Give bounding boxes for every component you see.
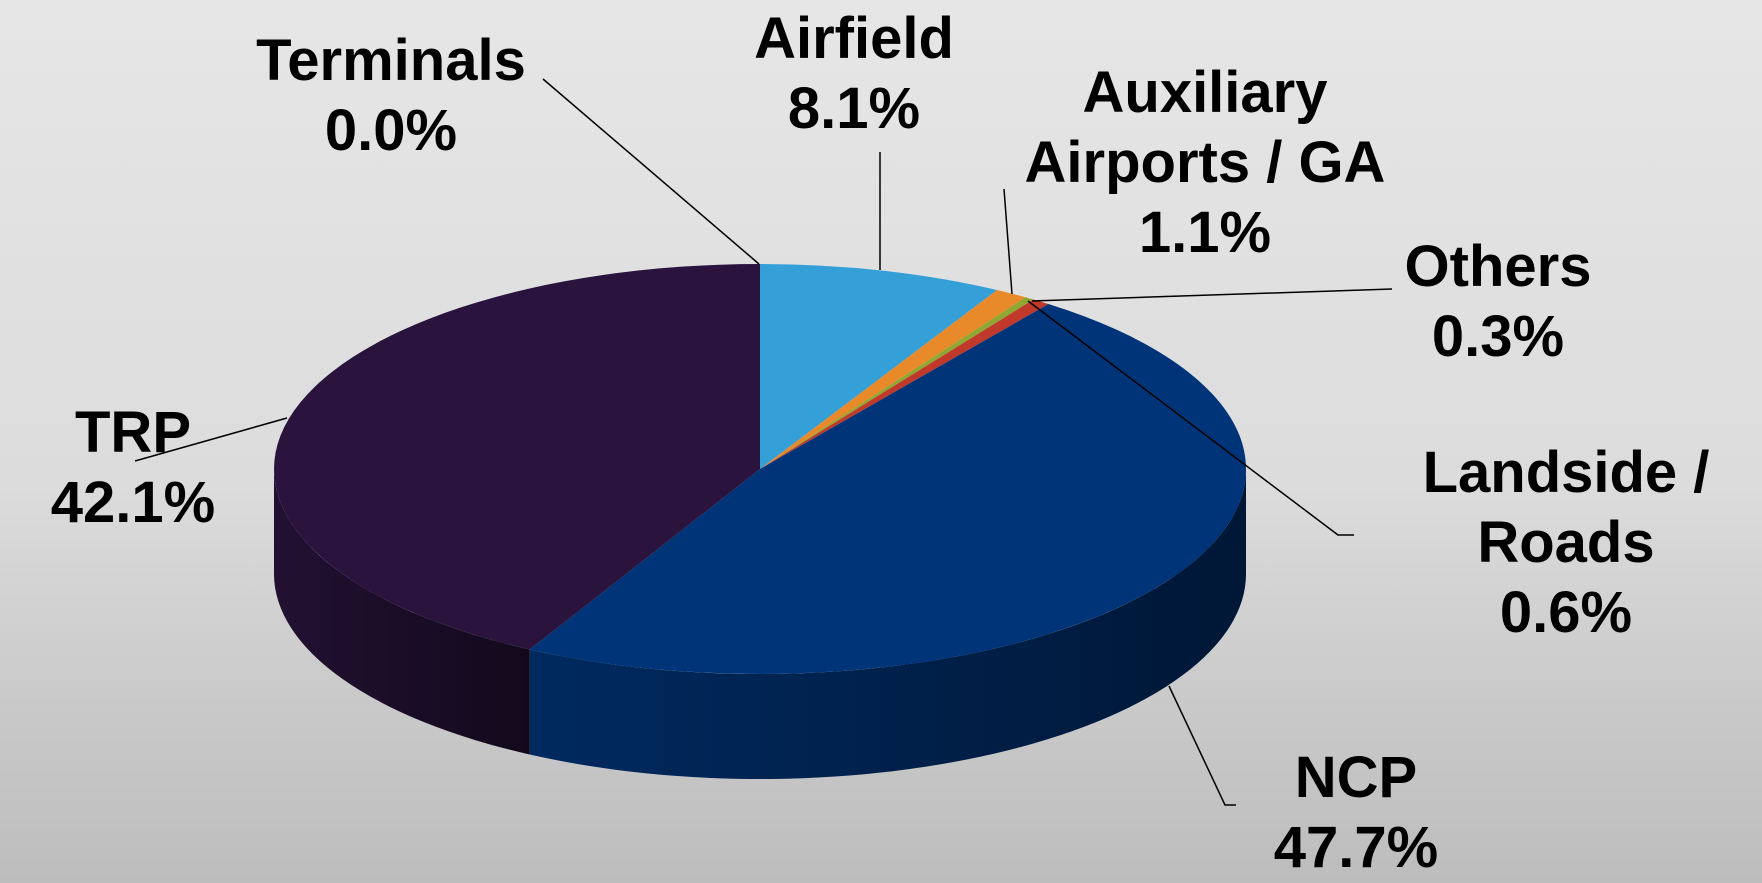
pie-slice bbox=[760, 264, 998, 469]
pie-slice bbox=[760, 290, 1026, 469]
value-label: 42.1% bbox=[50, 470, 216, 535]
slice-label: TRP 42.1% bbox=[51, 398, 215, 538]
leader-line bbox=[134, 417, 288, 462]
category-label: TRP bbox=[75, 400, 191, 465]
leader-line bbox=[1027, 300, 1354, 536]
pie-slice bbox=[529, 303, 1246, 674]
slice-label: Terminals 0.0% bbox=[256, 26, 526, 166]
category-label: Landside / Roads bbox=[1422, 440, 1710, 575]
category-label: Terminals bbox=[256, 28, 526, 93]
value-label: 0.0% bbox=[324, 98, 458, 163]
value-label: 8.1% bbox=[787, 76, 921, 141]
pie-side bbox=[274, 469, 530, 755]
value-label: 0.3% bbox=[1431, 304, 1565, 369]
slice-label: NCP 47.7% bbox=[1274, 743, 1438, 883]
value-label: 47.7% bbox=[1273, 815, 1439, 880]
category-label: Others bbox=[1404, 234, 1592, 299]
slice-label: Auxiliary Airports / GA 1.1% bbox=[995, 58, 1415, 268]
leader-line bbox=[542, 78, 760, 265]
slice-label: Airfield 8.1% bbox=[754, 4, 954, 144]
leader-line bbox=[1031, 288, 1393, 302]
slice-label: Others 0.3% bbox=[1405, 232, 1592, 372]
pie-slice bbox=[274, 264, 760, 650]
value-label: 1.1% bbox=[1138, 200, 1272, 265]
pie-slice bbox=[760, 297, 1034, 469]
pie-slice bbox=[760, 299, 1049, 469]
category-label: Auxiliary Airports / GA bbox=[1024, 60, 1386, 195]
leader-line bbox=[1003, 188, 1013, 295]
category-label: Airfield bbox=[754, 6, 954, 71]
slice-label: Landside / Roads 0.6% bbox=[1401, 438, 1731, 648]
category-label: NCP bbox=[1294, 745, 1418, 810]
value-label: 0.6% bbox=[1499, 580, 1633, 645]
leader-line bbox=[1168, 685, 1236, 806]
pie-side bbox=[529, 469, 1246, 779]
